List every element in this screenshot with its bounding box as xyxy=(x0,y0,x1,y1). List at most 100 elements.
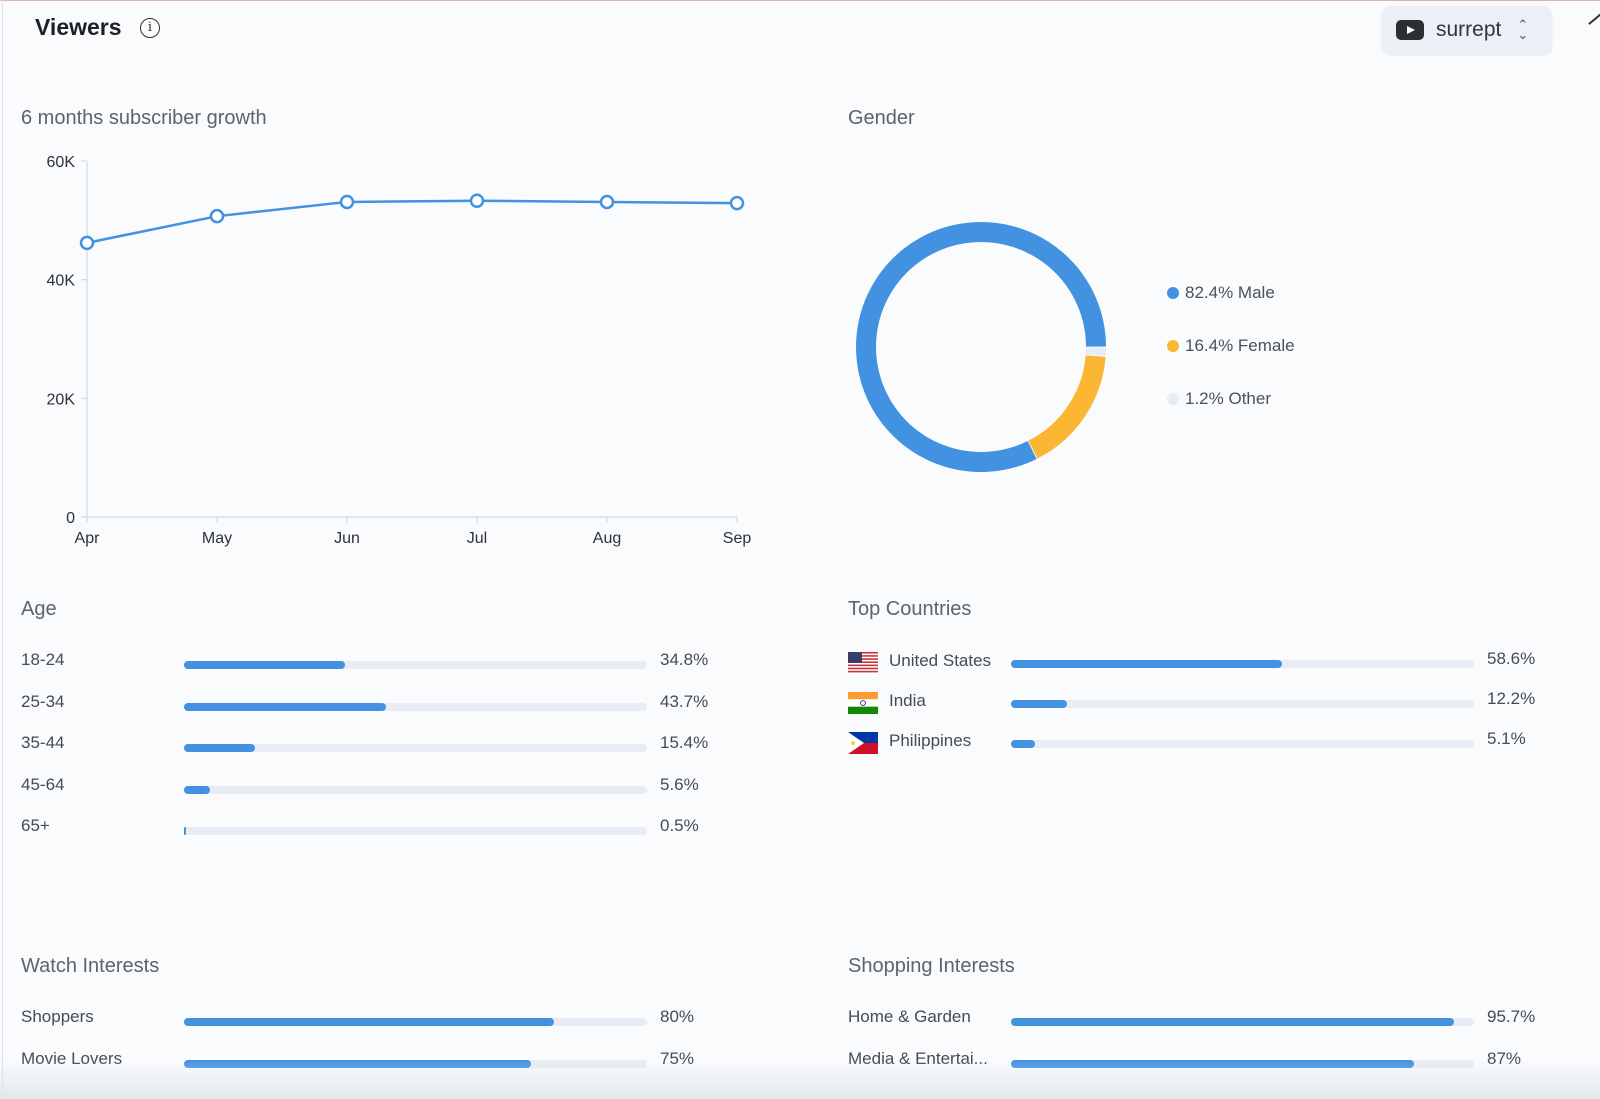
countries-bar-track xyxy=(1011,660,1474,668)
y-tick-label: 40K xyxy=(47,273,76,290)
shopping-bar-track xyxy=(1011,1059,1474,1068)
age-label: 18-24 xyxy=(21,650,65,669)
age-bar-track xyxy=(184,785,647,794)
countries-value: 12.2% xyxy=(1487,689,1536,708)
shopping-row: Media & Entertai... 87% xyxy=(848,1049,1568,1073)
age-bar-track xyxy=(184,744,647,752)
watch-label: Shoppers xyxy=(21,1007,94,1026)
countries-label: Philippines xyxy=(889,731,972,750)
age-label: 25-34 xyxy=(21,691,65,711)
age-value: 43.7% xyxy=(660,691,709,711)
shopping-row: Home & Garden 95.7% xyxy=(848,1007,1568,1031)
watch-bar-track xyxy=(184,1059,647,1068)
age-bar-fill xyxy=(184,661,346,669)
age-bar-fill xyxy=(184,744,256,752)
x-tick-label: Sep xyxy=(723,530,752,547)
india-flag-icon xyxy=(848,692,878,714)
channel-name: surrept xyxy=(1436,18,1502,41)
youtube-icon xyxy=(1396,20,1424,40)
age-value: 34.8% xyxy=(660,650,709,669)
gender-title: Gender xyxy=(848,107,915,129)
countries-label: India xyxy=(889,691,926,710)
data-point xyxy=(339,194,355,210)
x-tick-label: May xyxy=(202,530,232,547)
info-icon[interactable]: i xyxy=(140,18,160,38)
shopping-value: 95.7% xyxy=(1487,1007,1536,1026)
age-bar-fill xyxy=(184,702,387,711)
age-value: 0.5% xyxy=(660,816,699,835)
window-top-border xyxy=(0,0,1600,1)
y-tick-label: 0 xyxy=(66,510,75,527)
age-title: Age xyxy=(21,598,57,620)
watch-value: 80% xyxy=(660,1007,695,1026)
watch-bar-fill xyxy=(184,1059,532,1068)
data-point xyxy=(729,195,745,211)
age-label: 35-44 xyxy=(21,733,65,752)
age-value: 15.4% xyxy=(660,733,709,752)
channel-selector[interactable]: surrept ⌃ ⌄ xyxy=(1382,6,1552,54)
countries-bar-track xyxy=(1011,700,1474,708)
watch-bar-track xyxy=(184,1018,647,1026)
data-point xyxy=(209,208,225,224)
countries-row: India 12.2% xyxy=(848,689,1568,715)
legend-other: 1.2% Other xyxy=(1167,389,1271,409)
age-bar-track xyxy=(184,827,647,835)
countries-row: United States 58.6% xyxy=(848,649,1568,675)
legend-label-male: 82.4% Male xyxy=(1185,283,1275,302)
countries-bar-fill xyxy=(1011,700,1068,708)
watch-interests-title: Watch Interests xyxy=(21,955,160,977)
age-label: 65+ xyxy=(21,816,50,835)
countries-label: United States xyxy=(889,651,992,670)
us-flag-icon xyxy=(848,652,878,674)
chevron-up-down-icon: ⌃ ⌄ xyxy=(1517,17,1529,42)
age-label: 45-64 xyxy=(21,774,65,794)
x-tick-label: Jul xyxy=(467,530,487,547)
data-point xyxy=(79,235,95,251)
x-tick-label: Apr xyxy=(75,530,101,547)
page-title: Viewers xyxy=(35,14,122,40)
age-value: 5.6% xyxy=(660,774,699,794)
countries-title: Top Countries xyxy=(848,598,972,620)
shopping-bar-fill xyxy=(1011,1018,1455,1026)
legend-female: 16.4% Female xyxy=(1167,336,1295,356)
countries-bar-track xyxy=(1011,740,1474,748)
shopping-bar-track xyxy=(1011,1018,1474,1026)
legend-dot-female xyxy=(1167,340,1179,352)
gender-donut-chart xyxy=(856,222,1106,472)
age-row: 45-64 5.6% xyxy=(21,775,741,799)
countries-value: 5.1% xyxy=(1487,729,1526,748)
watch-label: Movie Lovers xyxy=(21,1048,123,1068)
data-point xyxy=(599,194,615,210)
legend-dot-male xyxy=(1167,287,1179,299)
x-tick-label: Jun xyxy=(334,530,360,547)
shopping-label: Media & Entertai... xyxy=(848,1048,988,1068)
y-tick-label: 60K xyxy=(47,154,76,171)
donut-slice-male xyxy=(856,222,1106,472)
age-row: 25-34 43.7% xyxy=(21,692,741,716)
countries-bar-fill xyxy=(1011,740,1035,748)
shopping-bar-fill xyxy=(1011,1059,1414,1068)
legend-male: 82.4% Male xyxy=(1167,283,1275,303)
legend-label-female: 16.4% Female xyxy=(1185,336,1295,355)
watch-row: Shoppers 80% xyxy=(21,1007,741,1031)
countries-value: 58.6% xyxy=(1487,649,1536,668)
age-bar-fill xyxy=(184,827,187,835)
philippines-flag-icon xyxy=(848,732,878,754)
shopping-label: Home & Garden xyxy=(848,1007,971,1026)
shopping-value: 87% xyxy=(1487,1048,1522,1068)
expand-icon[interactable] xyxy=(1588,13,1600,25)
x-tick-label: Aug xyxy=(593,530,621,547)
growth-chart-title: 6 months subscriber growth xyxy=(21,107,267,129)
shopping-interests-title: Shopping Interests xyxy=(848,955,1015,977)
countries-bar-fill xyxy=(1011,660,1283,668)
countries-row: Philippines 5.1% xyxy=(848,729,1568,755)
series-line xyxy=(86,199,738,245)
watch-bar-fill xyxy=(184,1018,555,1026)
panel-left-border xyxy=(2,0,3,1099)
legend-dot-other xyxy=(1167,393,1179,405)
age-row: 65+ 0.5% xyxy=(21,816,741,840)
watch-value: 75% xyxy=(660,1048,695,1068)
watch-row: Movie Lovers 75% xyxy=(21,1049,741,1073)
age-bar-track xyxy=(184,661,647,669)
age-bar-fill xyxy=(184,785,210,794)
